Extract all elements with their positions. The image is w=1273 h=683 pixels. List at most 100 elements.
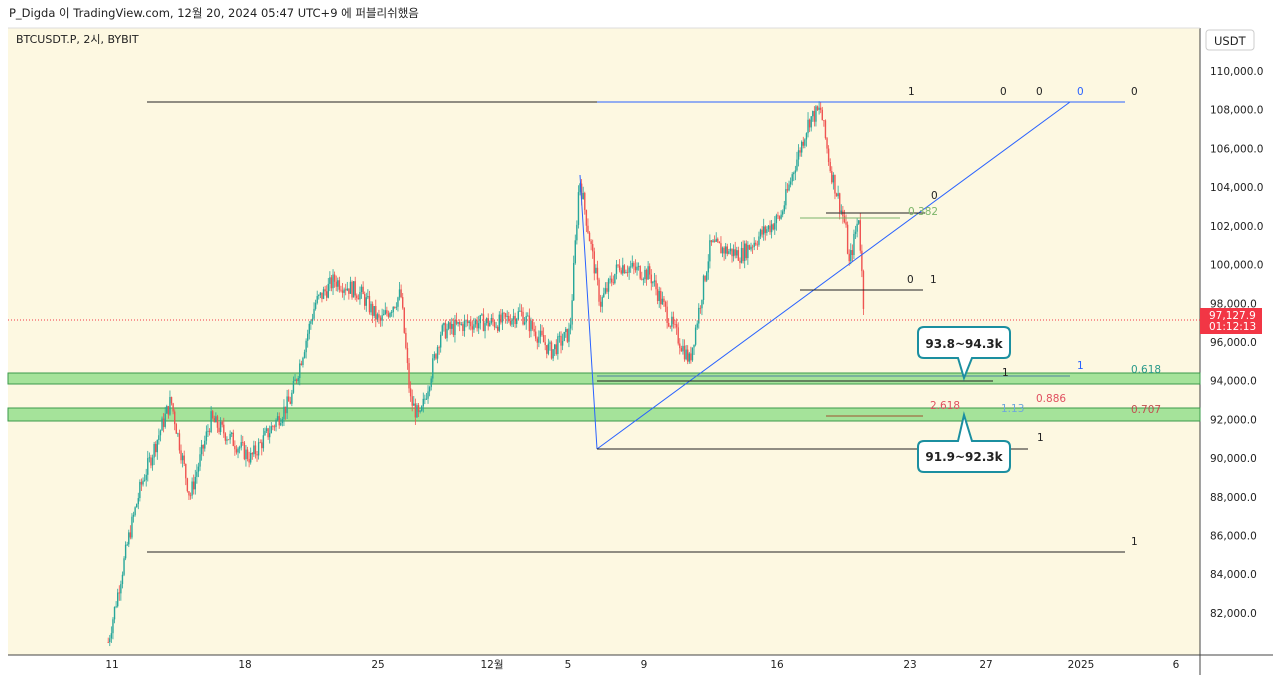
candle-body: [566, 328, 569, 342]
candle-body: [539, 330, 542, 337]
fib-label: 1: [1077, 360, 1084, 372]
candle-body: [744, 243, 746, 261]
candle-body: [484, 323, 486, 332]
candle-body: [452, 323, 455, 335]
candle-body: [751, 246, 754, 248]
candle-body: [367, 296, 369, 298]
candle-body: [392, 306, 394, 313]
candle-body: [710, 240, 713, 243]
candle-body: [147, 458, 149, 475]
support-zone-lower[interactable]: [7, 407, 1201, 422]
fib-label: 0: [1000, 86, 1007, 98]
candle-body: [595, 267, 597, 274]
candle-body: [775, 215, 778, 224]
candle-body: [522, 311, 524, 325]
callout-lower-text: 91.9~92.3k: [925, 450, 1003, 464]
candle-body: [528, 315, 531, 332]
candle-body: [788, 184, 790, 191]
candle-body: [297, 377, 299, 381]
candle-body: [197, 466, 200, 472]
candle-body: [248, 458, 250, 463]
candle-body: [212, 411, 214, 419]
price-tick-label: 90,000.0: [1210, 453, 1257, 465]
candle-body: [544, 342, 546, 346]
candle-body: [546, 345, 548, 354]
trend-line-rising[interactable]: [596, 101, 1071, 450]
candle-body: [533, 328, 535, 332]
callout-upper-zone[interactable]: 93.8~94.3k: [917, 326, 1011, 382]
candle-body: [649, 266, 651, 275]
candle-body: [639, 266, 641, 279]
candle-body: [786, 189, 789, 191]
support-zone-upper[interactable]: [7, 372, 1201, 385]
candle-body: [854, 231, 857, 234]
candle-body: [153, 443, 155, 458]
candle-body: [820, 107, 822, 110]
candle-body: [421, 406, 423, 411]
candle-body: [839, 193, 841, 212]
candle-body: [245, 449, 247, 460]
candle-body: [395, 306, 398, 308]
time-tick-label: 2025: [1068, 659, 1095, 671]
candle-body: [151, 457, 154, 466]
candle-body: [362, 286, 364, 295]
candle-body: [112, 619, 114, 634]
candle-body: [740, 247, 743, 263]
candle-body: [552, 349, 554, 359]
price-tick-label: 88,000.0: [1210, 492, 1257, 504]
candle-body: [574, 240, 576, 264]
candle-body: [823, 120, 825, 122]
candle-body: [737, 250, 740, 261]
candle-body: [650, 274, 652, 284]
candle-body: [352, 281, 355, 298]
currency-button[interactable]: [1205, 29, 1255, 51]
candle-body: [748, 245, 751, 250]
candle-body: [592, 244, 594, 252]
candle-body: [840, 210, 842, 212]
candle-body: [815, 106, 817, 122]
candle-body: [246, 449, 249, 459]
candle-body: [140, 481, 143, 485]
callout-lower-zone[interactable]: 91.9~92.3k: [917, 411, 1011, 473]
time-tick-label: 12월: [480, 659, 503, 671]
candle-body: [554, 344, 556, 350]
candle-body: [661, 298, 664, 305]
price-axis[interactable]: [1200, 28, 1273, 655]
candle-body: [175, 424, 177, 434]
time-tick-label: 6: [1173, 659, 1180, 671]
candle-body: [739, 260, 741, 263]
candle-body: [164, 413, 166, 427]
candle-body: [560, 335, 562, 346]
candle-body: [672, 316, 675, 325]
candle-body: [658, 291, 660, 301]
candle-body: [558, 335, 561, 337]
candle-body: [405, 332, 407, 348]
candle-body: [767, 225, 770, 230]
trend-line-drop[interactable]: [579, 174, 598, 450]
candle-body: [128, 532, 130, 545]
candle-body: [411, 396, 413, 406]
candle-body: [611, 278, 613, 283]
chart-background: [8, 28, 1200, 655]
candle-body: [436, 347, 439, 359]
candle-body: [500, 314, 502, 323]
candle-body: [827, 148, 830, 163]
candle-body: [601, 297, 603, 307]
candle-body: [262, 435, 265, 449]
candle-body: [254, 445, 257, 455]
candle-body: [777, 215, 779, 217]
candle-body: [709, 240, 711, 262]
candle-body: [770, 224, 773, 233]
candle-body: [804, 139, 806, 146]
candle-body: [668, 322, 670, 327]
candle-body: [523, 322, 526, 325]
fib-label: 0: [1131, 86, 1138, 98]
price-tick-label: 86,000.0: [1210, 531, 1257, 543]
candle-body: [732, 249, 735, 257]
time-tick-label: 25: [371, 659, 384, 671]
candle-body: [170, 396, 173, 404]
candle-body: [348, 288, 350, 294]
candle-body: [495, 326, 497, 328]
candle-body: [750, 246, 752, 250]
